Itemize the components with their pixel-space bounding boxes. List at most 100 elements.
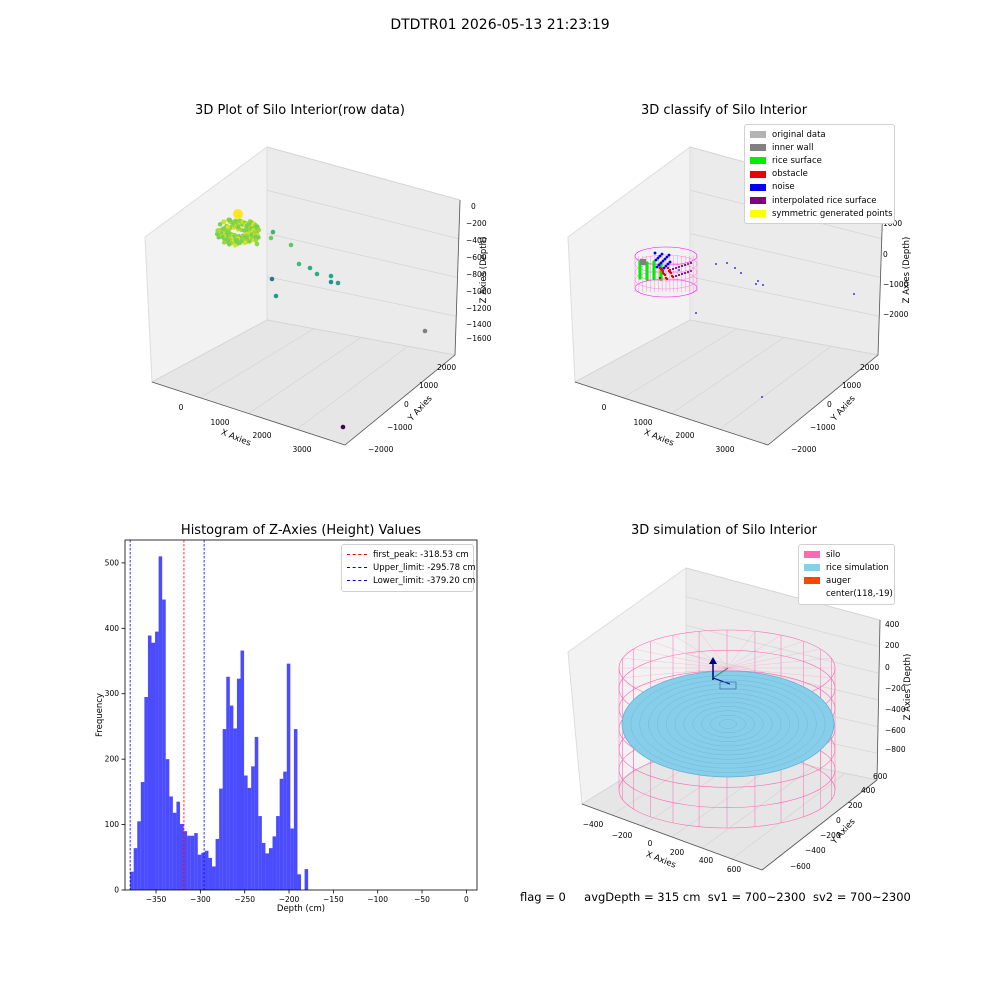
x-axis-line [151,381,346,446]
data-point [216,231,221,236]
obstacle-point [658,276,662,280]
rice-surface-point [659,277,663,281]
data-point [249,238,254,243]
silo-wireframe [726,634,782,669]
data-point [225,233,231,238]
grid-line [671,759,782,838]
y-tick-label: 200 [848,801,863,810]
x-axis-label: X Axies [642,428,675,449]
y-axis-label: Y Axies [406,393,435,424]
rice-surface-point [659,269,663,273]
data-point [240,219,246,225]
data-point [242,220,248,225]
data-point [246,231,252,237]
data-point [252,227,257,233]
data-point [245,227,251,233]
data-point [247,239,252,244]
interpolated-point [669,269,671,271]
interpolated-point [678,266,680,268]
data-point [240,221,245,226]
data-point [228,233,233,238]
data-point [229,236,234,241]
silo-wireframe [633,648,728,669]
interpolated-point [669,261,671,263]
data-point [239,235,245,240]
y-tick-label: −200 [820,831,841,840]
data-point [247,235,252,240]
histogram-bar [215,838,220,890]
data-point [238,237,243,243]
y-tick-label: 200 [105,755,120,764]
interpolated-point [690,262,692,264]
x-tick-label: 1000 [210,418,229,427]
noise-point [695,312,697,314]
panel3-title: Histogram of Z-Axies (Height) Values [180,523,422,538]
rice-surface-point [659,275,663,279]
histogram-bar [151,642,156,890]
noise-point [762,284,764,286]
data-point [268,235,274,241]
data-point [235,235,240,240]
obstacle-point [663,273,667,277]
rice-surface-point [659,263,663,267]
interpolated-point [678,274,680,276]
legend-item: noise [750,181,889,194]
obstacle-point [658,266,662,270]
interpolated-point [669,269,671,271]
rice-surface-point [638,272,642,276]
z-axis-line [454,199,461,356]
noise-point [663,257,667,261]
rice-surface-point [645,273,649,277]
data-point [230,235,236,240]
data-point [222,228,227,233]
y-tick-label: −2000 [791,445,817,454]
x-tick-label: 3000 [292,445,311,454]
x-axis-line [581,803,763,871]
data-point [226,217,231,222]
legend-swatch [750,197,766,205]
x-tick-label: 0 [602,403,607,412]
rice-surface-point [652,266,656,270]
panel2-title: 3D classify of Silo Interior [640,103,808,118]
data-point [227,225,232,231]
noise-point [761,396,763,398]
data-point [222,225,227,231]
data-point [246,230,251,235]
data-point [244,223,250,229]
z-tick-label: −1600 [466,334,492,343]
histogram-bar [229,705,234,890]
y-tick-label: −400 [805,846,826,855]
data-point [238,236,244,242]
noise-point [666,262,670,266]
silo-wireframe [726,640,804,669]
sv2-text: sv2 = 700~2300 [812,890,911,904]
noise-point [740,272,742,274]
noise-point [658,254,662,258]
interpolated-point [675,267,677,269]
z-tick-label: −600 [885,726,906,735]
obstacle-point [662,272,666,276]
data-point [249,233,255,238]
data-point [227,226,232,231]
data-point [218,229,224,234]
z-tick-label: −200 [466,219,487,228]
grid-line [685,653,879,701]
rice-surface-point [659,261,663,265]
z-axis-label: Z Axies (Depth) [479,237,489,304]
noise-point [668,260,672,264]
data-point [225,231,230,237]
histogram-bar [268,848,273,890]
histogram-bar [179,823,184,890]
data-point [221,240,227,245]
data-point [244,224,249,229]
rice-surface-point [652,272,656,276]
data-point [221,226,227,231]
histogram-bar [222,729,227,890]
data-point [247,225,253,230]
legend-swatch [804,591,820,598]
z-tick-label: −1400 [466,320,492,329]
noise-point [662,266,666,270]
data-point [244,226,249,231]
data-point [230,239,236,245]
data-point [248,230,253,236]
